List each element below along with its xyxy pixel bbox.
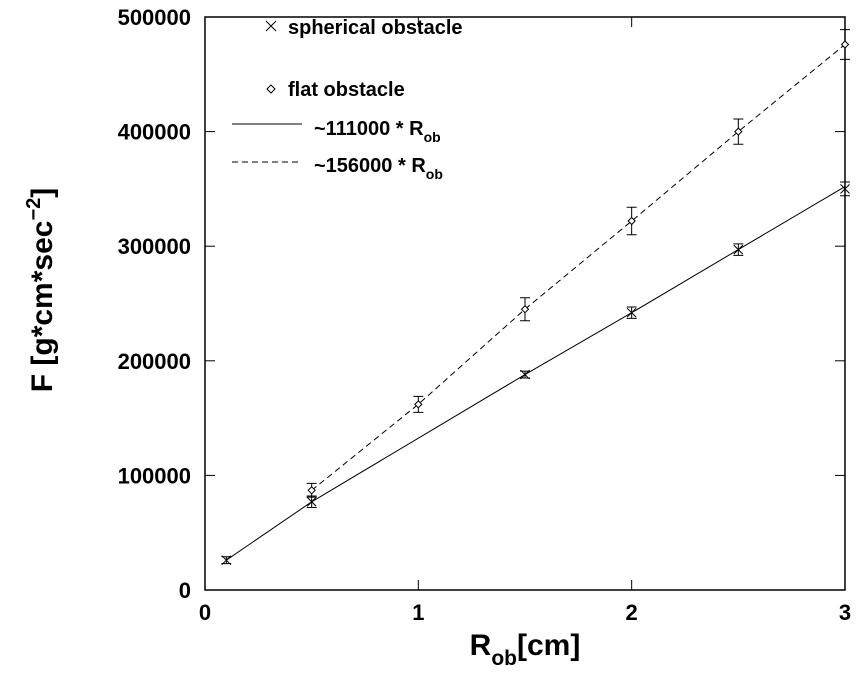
x-axis-tick-labels: 0 1 2 3 bbox=[199, 600, 851, 625]
data-point-spherical-2 bbox=[520, 369, 530, 380]
legend-label-fit-dashed: ~156000 * Rob bbox=[314, 155, 443, 182]
legend-entry-fit-solid: ~111000 * Rob bbox=[232, 118, 441, 145]
data-point-spherical-0 bbox=[221, 555, 232, 566]
legend-label-fit-dashed-sub: ob bbox=[426, 166, 443, 182]
y-tick-label-5: 500000 bbox=[118, 5, 191, 30]
y-tick-label-4: 400000 bbox=[118, 120, 191, 145]
y-tick-label-1: 100000 bbox=[118, 463, 191, 488]
y-tick-label-0: 0 bbox=[179, 578, 191, 603]
legend: spherical obstacle flat obstacle ~111000… bbox=[232, 17, 463, 182]
y-axis-title-main: F [g*cm*sec bbox=[26, 221, 59, 393]
data-markers bbox=[221, 40, 850, 566]
data-point-flat-1 bbox=[414, 400, 423, 409]
x-axis-title: Rob[cm] bbox=[470, 629, 581, 670]
data-point-flat-2 bbox=[520, 305, 530, 314]
data-point-flat-3 bbox=[627, 216, 636, 226]
fit-line-dashed bbox=[311, 44, 846, 491]
legend-label-fit-dashed-main: ~156000 * R bbox=[314, 155, 426, 177]
x-axis-title-tail: [cm] bbox=[517, 629, 580, 662]
x-axis-ticks bbox=[204, 17, 846, 590]
data-point-flat-5 bbox=[840, 40, 850, 49]
legend-label-flat: flat obstacle bbox=[288, 79, 405, 101]
legend-entry-fit-dashed: ~156000 * Rob bbox=[232, 155, 443, 182]
y-axis-title: F [g*cm*sec−2] bbox=[23, 188, 59, 393]
y-axis-title-sup: −2 bbox=[23, 198, 45, 221]
data-point-flat-0 bbox=[307, 486, 316, 495]
legend-entry-spherical: spherical obstacle bbox=[265, 17, 463, 39]
y-axis-title-tail: ] bbox=[26, 188, 59, 198]
fit-line-solid bbox=[226, 186, 846, 561]
x-axis-title-main: R bbox=[470, 629, 492, 662]
x-tick-label-1: 1 bbox=[412, 600, 424, 625]
x-axis-title-sub: ob bbox=[491, 647, 517, 670]
y-axis-ticks bbox=[205, 16, 845, 591]
plot-frame bbox=[204, 16, 846, 591]
x-tick-label-0: 0 bbox=[199, 600, 211, 625]
data-point-spherical-5 bbox=[840, 184, 850, 194]
x-tick-label-2: 2 bbox=[626, 600, 638, 625]
data-point-flat-4 bbox=[734, 127, 743, 136]
data-point-spherical-3 bbox=[626, 307, 637, 318]
data-point-spherical-1 bbox=[306, 496, 317, 507]
legend-entry-flat: flat obstacle bbox=[266, 79, 405, 101]
legend-marker-diamond bbox=[266, 84, 276, 94]
fit-lines bbox=[226, 44, 846, 561]
legend-label-fit-solid: ~111000 * Rob bbox=[314, 118, 441, 145]
legend-label-fit-solid-main: ~111000 * R bbox=[314, 118, 424, 140]
legend-label-spherical: spherical obstacle bbox=[288, 17, 463, 39]
x-tick-label-3: 3 bbox=[839, 600, 851, 625]
error-bars bbox=[221, 29, 850, 565]
y-axis-tick-labels: 0 100000 200000 300000 400000 500000 bbox=[118, 5, 191, 603]
legend-label-fit-solid-sub: ob bbox=[424, 129, 441, 145]
y-tick-label-3: 300000 bbox=[118, 234, 191, 259]
data-point-spherical-4 bbox=[733, 244, 744, 255]
y-tick-label-2: 200000 bbox=[118, 349, 191, 374]
legend-marker-x bbox=[265, 20, 277, 32]
